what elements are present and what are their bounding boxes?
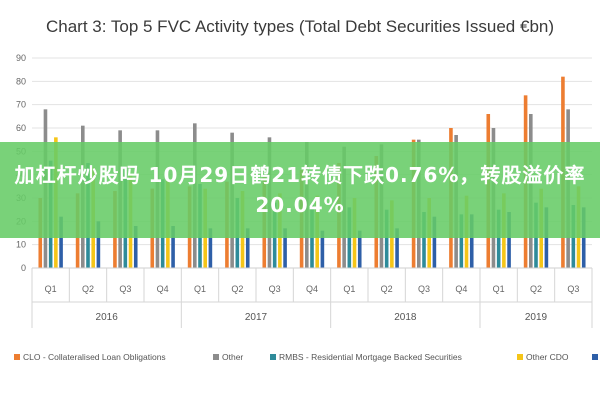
bar-rmbs	[496, 209, 501, 268]
bar-abcp	[171, 226, 175, 268]
year-label: 2017	[245, 312, 268, 323]
overlay-banner: 加杠杆炒股吗 10月29日鹤21转债下跌0.76%，转股溢价率20.04%	[0, 142, 600, 238]
chart-title: Chart 3: Top 5 FVC Activity types (Total…	[46, 17, 554, 36]
legend-label-other: Other	[222, 352, 243, 362]
x-tick-label: Q2	[82, 284, 94, 294]
legend-swatch-abcp	[592, 354, 598, 360]
year-label: 2018	[394, 312, 417, 323]
x-tick-label: Q4	[306, 284, 318, 294]
y-tick-label: 80	[16, 76, 26, 86]
legend-label-other: Other CDO	[526, 352, 569, 362]
x-tick-label: Q1	[343, 284, 355, 294]
y-tick-label: 10	[16, 240, 26, 250]
x-tick-label: Q3	[418, 284, 430, 294]
bar-abcp	[395, 228, 399, 268]
x-tick-label: Q3	[269, 284, 281, 294]
x-tick-label: Q2	[381, 284, 393, 294]
x-tick-label: Q2	[231, 284, 243, 294]
bar-abcp	[283, 228, 287, 268]
legend-label-rmbs: RMBS - Residential Mortgage Backed Secur…	[279, 352, 462, 362]
banner-text: 加杠杆炒股吗 10月29日鹤21转债下跌0.76%，转股溢价率20.04%	[14, 163, 586, 217]
legend-swatch-other	[517, 354, 523, 360]
bar-abcp	[59, 216, 63, 268]
bar-abcp	[507, 212, 511, 268]
bar-abcp	[357, 230, 362, 268]
x-tick-label: Q4	[157, 284, 169, 294]
x-tick-label: Q3	[119, 284, 131, 294]
bar-abcp	[469, 214, 474, 268]
legend-swatch-clo	[14, 354, 20, 360]
x-tick-label: Q2	[530, 284, 542, 294]
y-tick-label: 90	[16, 53, 26, 63]
y-tick-label: 0	[21, 263, 26, 273]
x-tick-label: Q1	[194, 284, 206, 294]
y-tick-label: 70	[16, 100, 26, 110]
bar-abcp	[245, 228, 250, 268]
bar-abcp	[133, 226, 138, 268]
bar-rmbs	[422, 212, 426, 268]
y-tick-label: 60	[16, 123, 26, 133]
bar-abcp	[96, 221, 101, 268]
bar-abcp	[208, 228, 213, 268]
bar-abcp	[320, 230, 325, 268]
bar-abcp	[432, 216, 437, 268]
legend-swatch-other	[213, 354, 219, 360]
x-axis: Q1 Q2 Q3 Q4 Q1 Q2 Q3 Q4 Q1 Q2 Q3 Q4 Q1 Q2 Q3 2016 2017 20…	[31, 267, 593, 328]
legend-swatch-rmbs	[270, 354, 276, 360]
year-label: 2019	[525, 312, 548, 323]
bar-rmbs	[459, 214, 464, 268]
bar-rmbs	[384, 209, 389, 268]
year-label: 2016	[96, 312, 119, 323]
legend: CLO - Collateralised Loan Obligations Oth…	[14, 352, 598, 362]
x-tick-label: Q4	[455, 284, 467, 294]
x-tick-label: Q1	[45, 284, 57, 294]
x-tick-label: Q1	[493, 284, 505, 294]
x-tick-label: Q3	[567, 284, 579, 294]
legend-label-clo: CLO - Collateralised Loan Obligations	[23, 352, 166, 362]
